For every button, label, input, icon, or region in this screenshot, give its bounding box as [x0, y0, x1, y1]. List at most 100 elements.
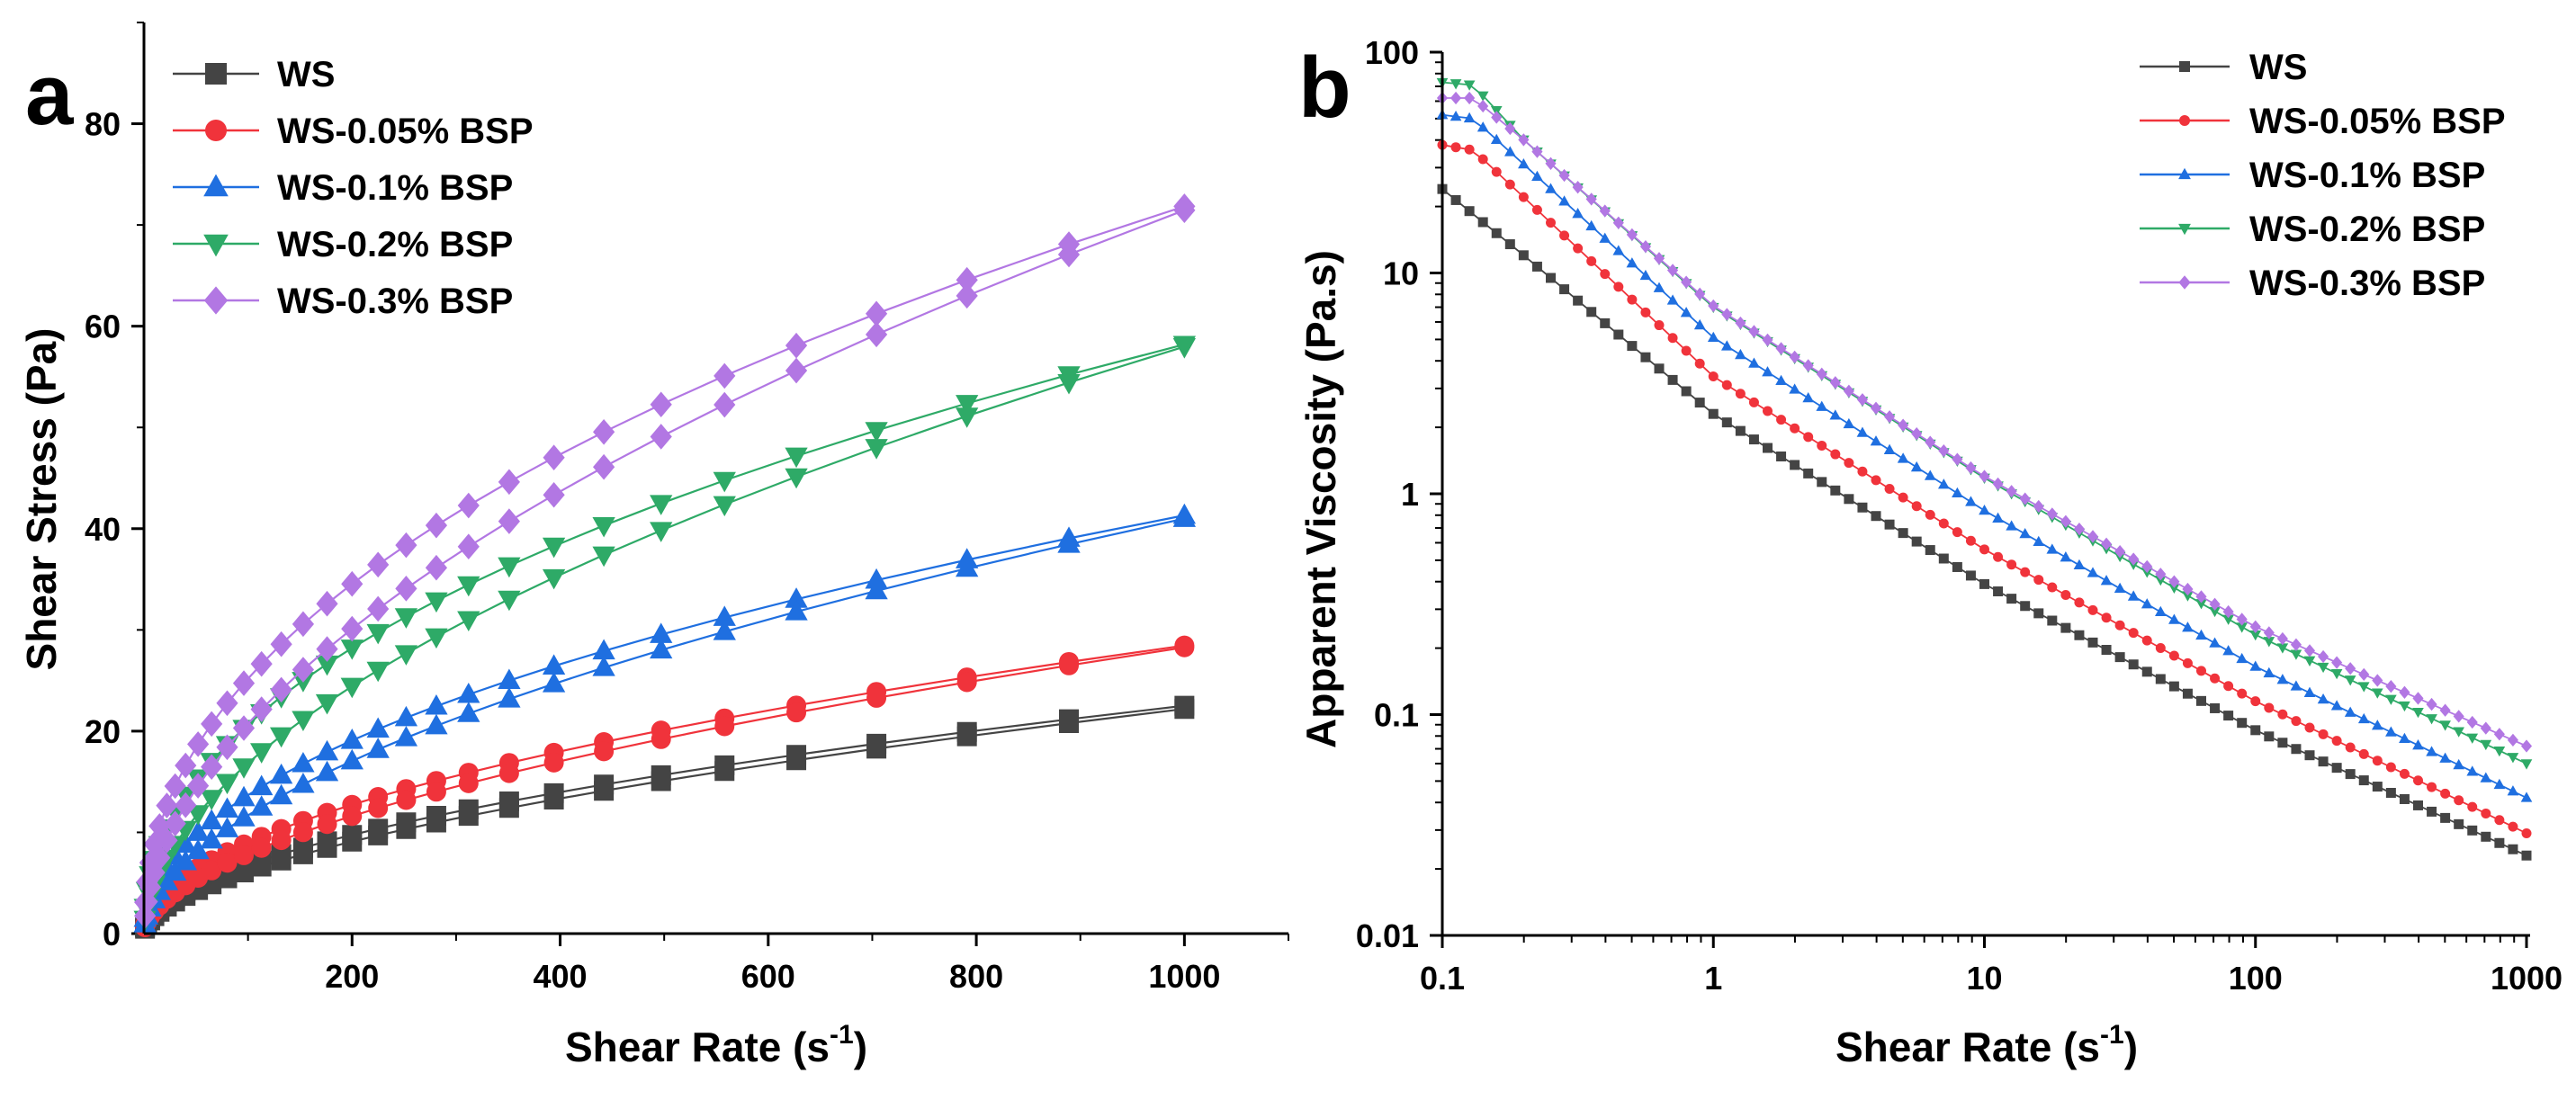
data-point — [2168, 613, 2180, 624]
data-point — [592, 546, 615, 568]
data-point — [1613, 329, 1624, 340]
data-point — [2223, 711, 2234, 721]
data-point — [2303, 686, 2316, 697]
data-point — [1572, 181, 1584, 194]
series-ws-0-05-bsp — [135, 635, 1195, 938]
panel-a-y-axis-label: Shear Stress (Pa) — [18, 328, 65, 671]
data-point — [187, 731, 210, 757]
data-point — [1870, 401, 1882, 415]
data-point — [650, 391, 672, 418]
data-point — [340, 677, 364, 699]
data-point — [1680, 307, 1692, 317]
data-point — [1612, 216, 1624, 229]
data-point — [2154, 605, 2167, 617]
data-point — [543, 481, 565, 508]
panel-a-legend: WS WS-0.05% BSP WS-0.1% BSP WS-0.2% BSP WS-0… — [173, 55, 534, 321]
data-point — [2276, 631, 2288, 646]
data-point — [315, 693, 339, 715]
data-point — [593, 419, 615, 445]
data-point — [215, 817, 239, 837]
data-point — [2128, 552, 2140, 566]
data-point — [2087, 637, 2098, 648]
data-point — [1748, 325, 1760, 338]
data-point — [2046, 507, 2058, 521]
data-point — [342, 806, 363, 827]
data-point — [2466, 733, 2479, 744]
data-point — [2276, 674, 2289, 684]
data-point — [2006, 594, 2017, 604]
data-point — [2019, 492, 2031, 505]
data-point — [1748, 397, 1759, 407]
data-point — [250, 743, 274, 764]
data-point — [342, 831, 363, 852]
data-point — [1057, 373, 1081, 395]
data-point — [2385, 694, 2397, 705]
data-point — [2236, 622, 2248, 633]
data-point — [425, 592, 448, 613]
data-point — [2019, 528, 2032, 539]
data-point — [1613, 282, 1624, 292]
data-point — [1789, 383, 1800, 394]
data-point — [2494, 815, 2505, 826]
data-point — [1735, 348, 1746, 360]
legend-item-ws-0-2-bsp: WS-0.2% BSP — [173, 225, 513, 264]
legend-label-ws: WS — [2249, 48, 2307, 87]
data-point — [2182, 582, 2194, 596]
data-point — [186, 805, 210, 826]
data-point — [1844, 458, 1854, 469]
data-point — [2073, 559, 2086, 569]
data-point — [292, 657, 315, 683]
data-point — [2427, 782, 2437, 792]
data-point — [1937, 478, 1950, 489]
data-point — [1992, 477, 2004, 491]
data-point — [2127, 590, 2140, 601]
data-point — [1993, 551, 2004, 562]
data-point — [2412, 707, 2424, 719]
data-point — [2331, 736, 2342, 747]
data-point — [394, 645, 418, 666]
series-ws-0-3-bsp — [1436, 91, 2533, 753]
data-point — [2399, 768, 2410, 779]
series-ws — [135, 695, 1195, 939]
data-point — [1639, 239, 1651, 254]
data-point — [2263, 637, 2275, 648]
data-point — [594, 781, 615, 801]
data-point — [785, 600, 808, 621]
data-point — [650, 638, 673, 659]
data-point — [292, 844, 313, 864]
data-point — [2317, 693, 2329, 704]
data-point — [2439, 720, 2451, 731]
data-point — [2454, 795, 2464, 806]
data-point — [2399, 701, 2410, 712]
data-point — [2046, 543, 2059, 554]
data-point — [269, 763, 293, 784]
data-point — [148, 845, 171, 871]
panel-a-letter: a — [25, 47, 74, 143]
data-point — [2372, 674, 2383, 687]
data-point — [2318, 729, 2329, 739]
data-point — [1450, 194, 1461, 205]
data-point — [2520, 791, 2533, 802]
data-point — [2290, 649, 2302, 660]
data-point — [425, 512, 448, 539]
data-point — [2237, 718, 2248, 729]
series-line-ws-0-3-bsp — [1442, 97, 2527, 747]
data-point — [2210, 673, 2221, 684]
data-point — [1531, 145, 1543, 158]
data-point — [1856, 426, 1869, 437]
data-point — [498, 763, 519, 783]
data-point — [2087, 567, 2099, 577]
data-point — [1993, 586, 2004, 597]
data-point — [1693, 318, 1706, 330]
data-point — [1640, 352, 1651, 362]
data-point — [1979, 504, 1990, 515]
data-point — [1059, 655, 1080, 675]
data-point — [232, 806, 256, 827]
data-point — [1735, 425, 1746, 436]
data-point — [2087, 604, 2098, 615]
data-point — [366, 738, 390, 758]
data-point — [367, 551, 390, 578]
data-point — [2249, 630, 2262, 641]
data-point — [1925, 509, 1935, 520]
data-point — [1600, 269, 1611, 280]
